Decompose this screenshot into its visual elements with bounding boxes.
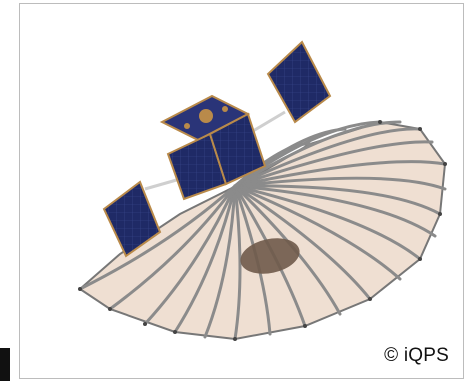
bus-side-right bbox=[208, 112, 267, 186]
solar-panel-lower bbox=[102, 180, 162, 258]
feed-shadow bbox=[240, 238, 300, 274]
reflector-ribs bbox=[78, 120, 447, 341]
reflector-dish bbox=[78, 120, 447, 341]
satellite-illustration bbox=[78, 40, 447, 341]
solar-panel-upper bbox=[266, 40, 332, 124]
rim-nodes bbox=[78, 120, 447, 341]
edge-marker bbox=[0, 348, 10, 381]
image-credit: © iQPS bbox=[384, 345, 449, 366]
spacecraft-bus bbox=[159, 94, 267, 201]
image-frame: © iQPS bbox=[19, 3, 464, 379]
